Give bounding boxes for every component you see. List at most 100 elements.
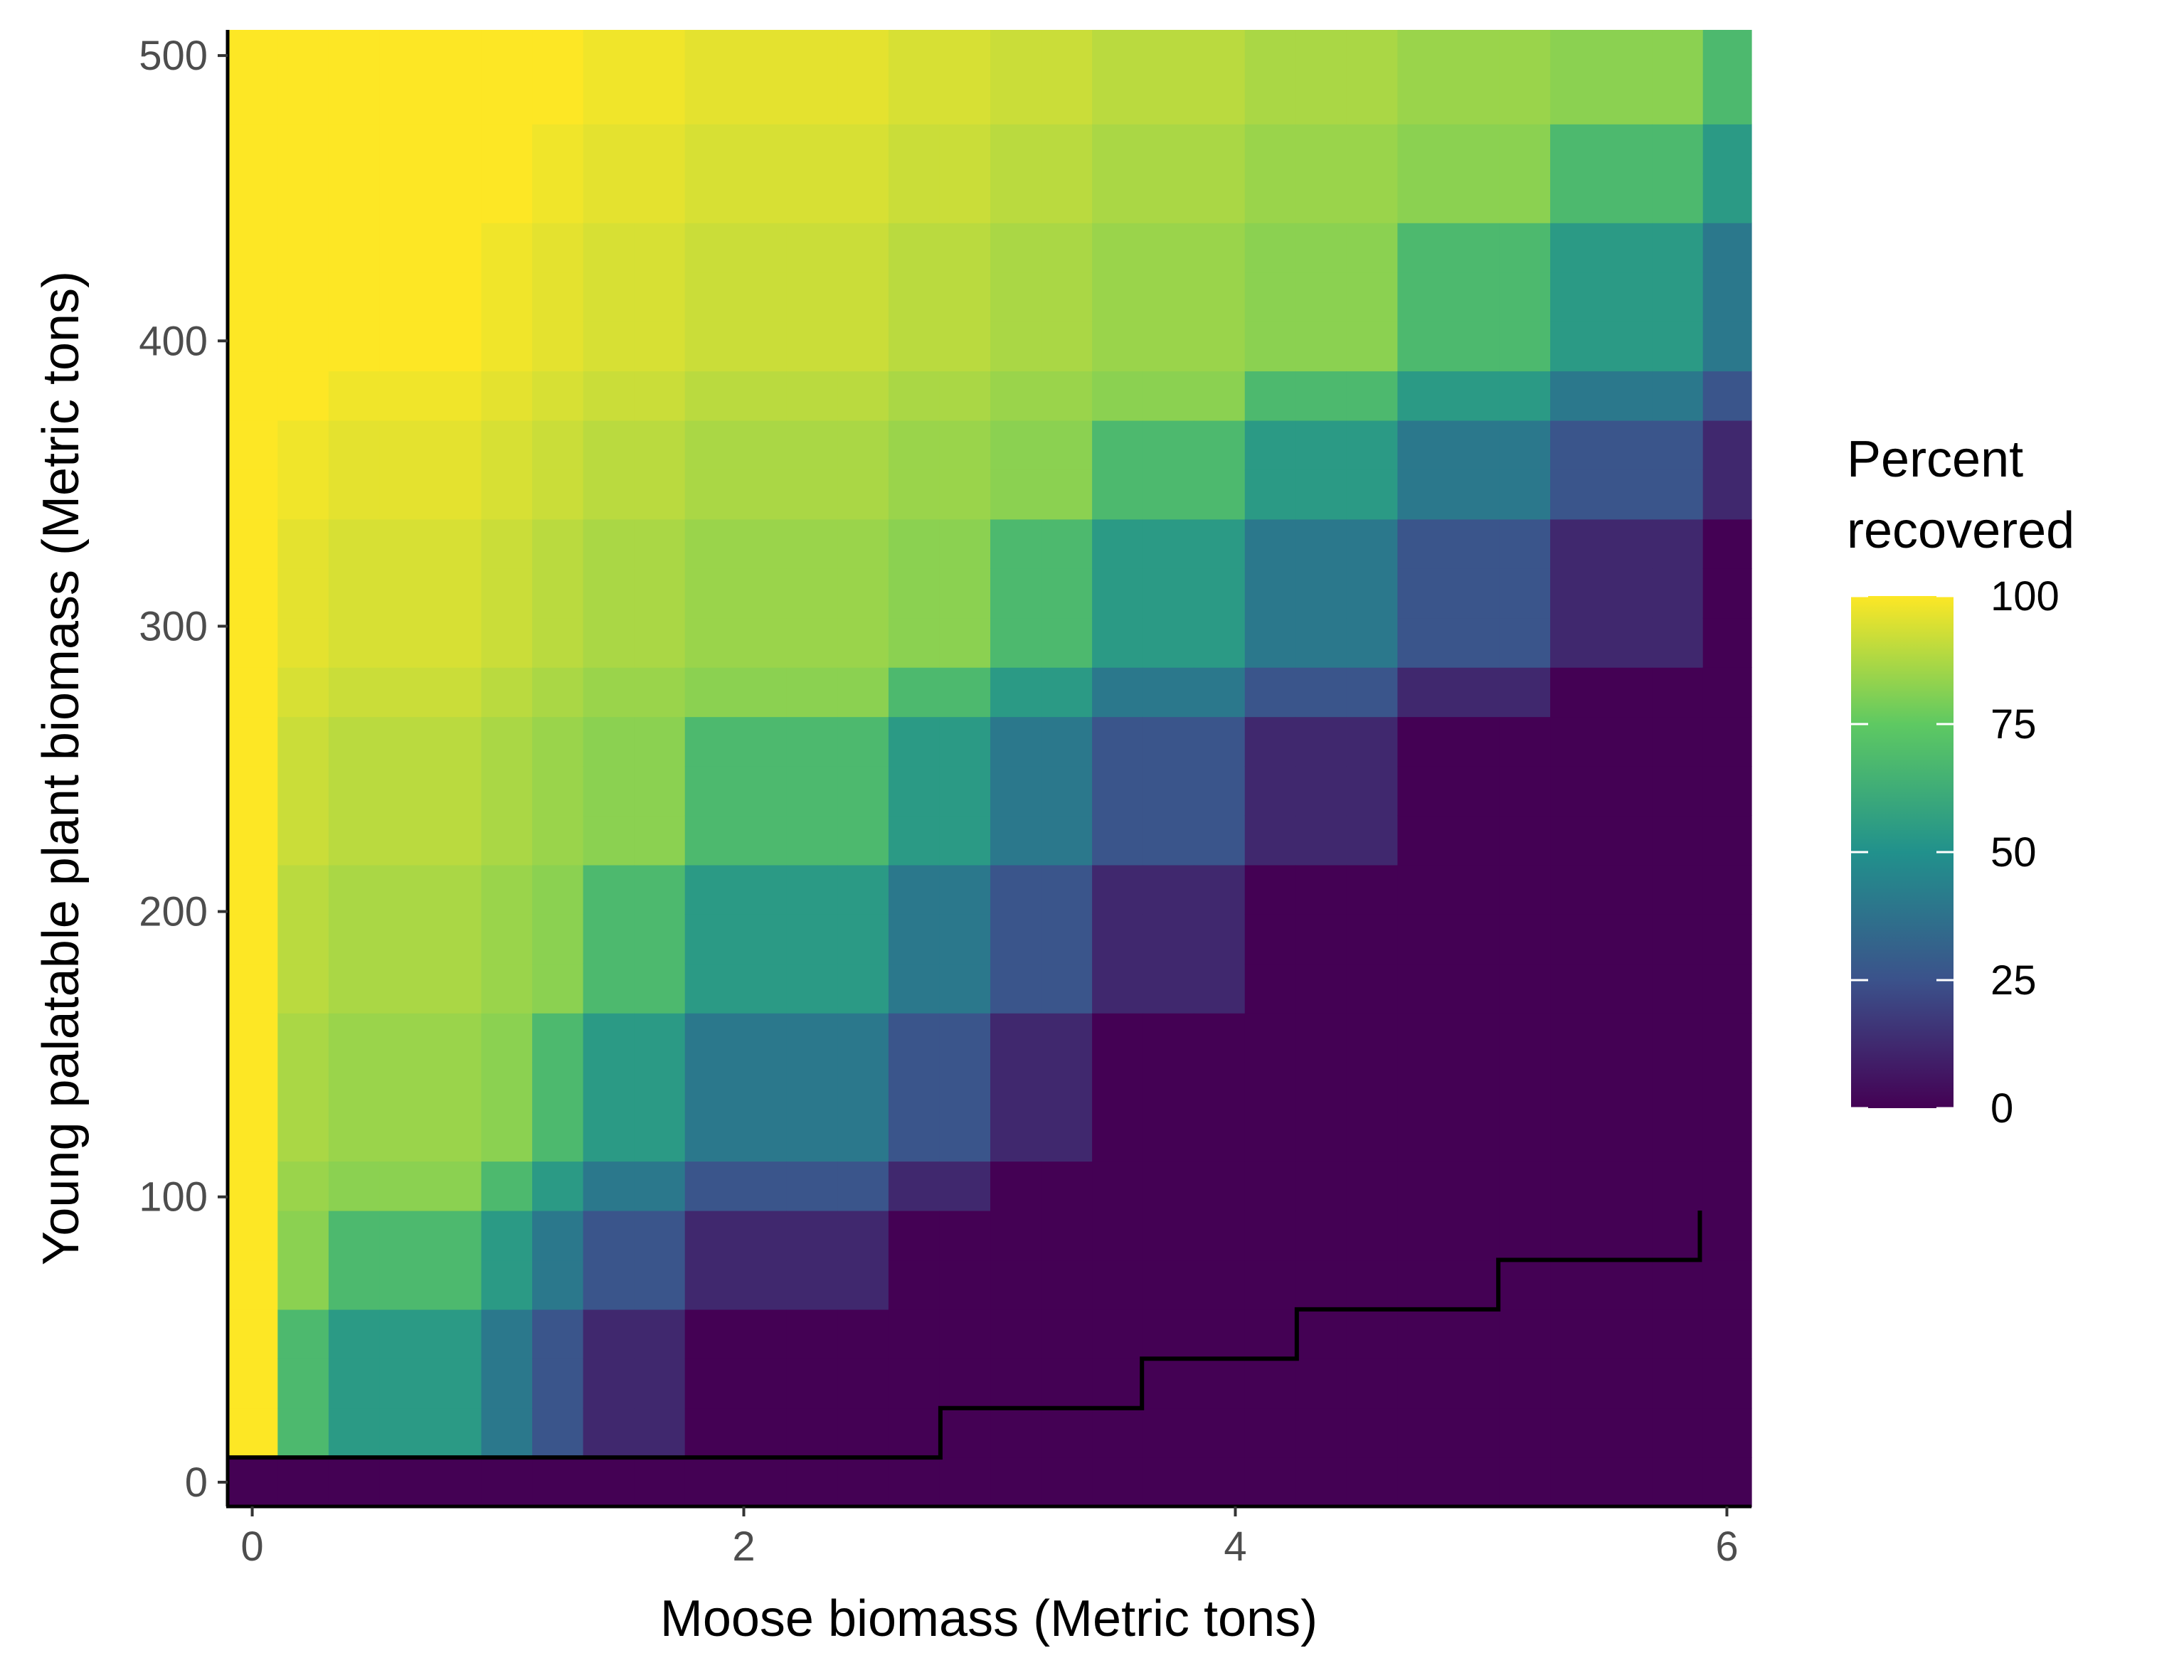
heatmap-cell <box>1702 1309 1752 1359</box>
heatmap-cell <box>736 1457 788 1508</box>
heatmap-cell <box>1550 1260 1602 1310</box>
heatmap-cell <box>1295 420 1347 470</box>
heatmap-cell <box>1295 1013 1347 1063</box>
heatmap-cell <box>1244 667 1296 718</box>
heatmap-cell <box>736 30 788 75</box>
heatmap-cell <box>1702 1013 1752 1063</box>
heatmap-cell <box>939 716 991 767</box>
heatmap-cell <box>888 223 940 273</box>
heatmap-cell <box>430 1062 482 1112</box>
heatmap-cell <box>1652 420 1704 470</box>
heatmap-cell <box>1550 667 1602 718</box>
heatmap-cell <box>1652 223 1704 273</box>
legend-tick-label: 75 <box>1990 701 2037 748</box>
heatmap-cell <box>228 30 278 75</box>
heatmap-cell <box>481 321 533 372</box>
heatmap-cell <box>1397 1359 1449 1409</box>
heatmap-cell <box>634 1309 686 1359</box>
y-ticks: 0 100 200 300 400 500 <box>139 33 228 1506</box>
heatmap-cell <box>1346 1359 1399 1409</box>
heatmap-cell <box>1601 74 1653 124</box>
heatmap-cell <box>990 1408 1042 1458</box>
heatmap-cell <box>1550 30 1602 75</box>
heatmap-cell <box>1041 1013 1093 1063</box>
heatmap-cell <box>379 1457 431 1508</box>
heatmap-cell <box>430 124 482 174</box>
heatmap-cell <box>684 1309 736 1359</box>
heatmap-cell <box>1499 272 1551 322</box>
heatmap-cell <box>1652 124 1704 174</box>
heatmap-cell <box>990 1210 1042 1261</box>
heatmap-cell <box>328 420 381 470</box>
y-tick-label: 100 <box>139 1174 208 1221</box>
heatmap-cell <box>1702 815 1752 866</box>
heatmap-cell <box>1652 1408 1704 1458</box>
heatmap-cell <box>939 469 991 520</box>
heatmap-cell <box>583 30 635 75</box>
heatmap-cell <box>1397 766 1449 817</box>
heatmap-cell <box>684 1161 736 1211</box>
heatmap-cell <box>888 667 940 718</box>
heatmap-cell <box>228 1062 278 1112</box>
heatmap-cell <box>736 420 788 470</box>
y-tick-label: 400 <box>139 318 208 364</box>
heatmap-cell <box>1092 864 1144 915</box>
heatmap-cell <box>837 272 889 322</box>
heatmap-cell <box>1550 1408 1602 1458</box>
heatmap-cell <box>481 74 533 124</box>
heatmap-cell <box>228 716 278 767</box>
heatmap-cell <box>481 519 533 569</box>
heatmap-cell <box>634 1013 686 1063</box>
heatmap-cell <box>430 1309 482 1359</box>
x-ticks: 0 2 4 6 <box>240 1506 1739 1570</box>
heatmap-cell <box>939 617 991 668</box>
legend-ticks: 0 25 50 75 100 <box>1851 573 2060 1132</box>
heatmap-cell <box>1499 716 1551 767</box>
heatmap-cell <box>379 1210 431 1261</box>
heatmap-cell <box>1499 1260 1551 1310</box>
heatmap-cell <box>1041 469 1093 520</box>
heatmap-cell <box>481 815 533 866</box>
heatmap-cell <box>583 1309 635 1359</box>
heatmap-cell <box>532 124 584 174</box>
heatmap-cell <box>786 667 838 718</box>
heatmap-cell <box>786 568 838 619</box>
heatmap-cell <box>328 30 381 75</box>
heatmap-cell <box>1652 617 1704 668</box>
heatmap-cell <box>684 371 736 421</box>
heatmap-cell <box>1295 519 1347 569</box>
heatmap-cell <box>583 1013 635 1063</box>
axes: 0 2 4 6 0 100 200 300 400 500 <box>139 30 1751 1570</box>
heatmap-cell <box>1448 30 1500 75</box>
heatmap-cell <box>1143 1457 1194 1508</box>
heatmap-cell <box>583 815 635 866</box>
heatmap-cell <box>634 963 686 1014</box>
heatmap-cell <box>532 667 584 718</box>
heatmap-cell <box>583 371 635 421</box>
heatmap-cell <box>328 173 381 223</box>
heatmap-cell <box>1397 519 1449 569</box>
heatmap-cell <box>990 1309 1042 1359</box>
heatmap-cell <box>328 1112 381 1162</box>
heatmap-cell <box>481 667 533 718</box>
heatmap-cell <box>583 1161 635 1211</box>
heatmap-cell <box>430 963 482 1014</box>
heatmap-cell <box>837 1112 889 1162</box>
heatmap-cell <box>1092 1457 1144 1508</box>
heatmap-cell <box>379 1112 431 1162</box>
heatmap-cell <box>1550 74 1602 124</box>
heatmap-cell <box>1092 519 1144 569</box>
heatmap-cell <box>736 223 788 273</box>
heatmap-cell <box>1194 124 1246 174</box>
heatmap-cell <box>1499 667 1551 718</box>
heatmap-cell <box>1346 74 1399 124</box>
heatmap-cell <box>228 1013 278 1063</box>
heatmap-cell <box>1194 1161 1246 1211</box>
heatmap-cell <box>1194 1210 1246 1261</box>
heatmap-cell <box>1550 469 1602 520</box>
heatmap-cell <box>1295 766 1347 817</box>
heatmap-cell <box>786 173 838 223</box>
heatmap-cell <box>990 420 1042 470</box>
heatmap-cell <box>1652 1112 1704 1162</box>
heatmap-cell <box>1652 30 1704 75</box>
